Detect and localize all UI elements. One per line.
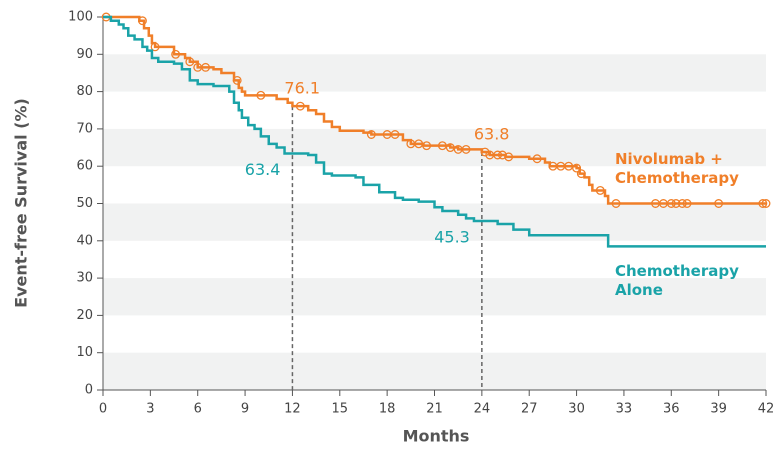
censor-mark <box>758 199 768 208</box>
annotation: 76.1 <box>284 79 320 98</box>
survival-line <box>103 15 766 248</box>
x-tick-label: 12 <box>284 402 301 417</box>
x-tick-label: 27 <box>521 402 538 417</box>
censor-mark <box>445 143 455 152</box>
censor-mark <box>576 169 586 179</box>
censor-mark <box>138 16 147 26</box>
y-axis-label: Event-free Survival (%) <box>12 98 31 308</box>
series-label: Chemotherapy Alone <box>615 262 739 299</box>
censor-mark <box>682 199 692 208</box>
y-tick-label: 60 <box>76 159 93 174</box>
x-tick-label: 30 <box>568 402 585 417</box>
censor-mark <box>504 152 514 162</box>
annotation: 63.4 <box>245 160 281 179</box>
series-label: Nivolumab + Chemotherapy <box>615 150 739 187</box>
y-tick-label: 20 <box>76 308 93 323</box>
y-tick-label: 40 <box>76 233 93 248</box>
x-tick-label: 42 <box>758 402 775 417</box>
y-tick-label: 50 <box>76 196 93 211</box>
x-tick-label: 3 <box>146 402 154 417</box>
band <box>103 54 766 92</box>
x-tick-label: 39 <box>710 402 727 417</box>
censor-mark <box>185 57 195 67</box>
x-tick-label: 36 <box>663 402 680 417</box>
censor-mark <box>390 130 400 139</box>
x-tick-label: 21 <box>426 402 443 417</box>
censor-mark <box>414 139 424 149</box>
band <box>103 352 766 390</box>
censor-mark <box>666 199 676 208</box>
censor-mark <box>437 141 447 151</box>
censor-mark <box>150 42 160 52</box>
x-tick-label: 6 <box>194 402 202 417</box>
y-tick-label: 80 <box>76 84 93 99</box>
band <box>103 128 766 167</box>
censor-mark <box>256 90 266 100</box>
censor-mark <box>461 144 471 154</box>
censor-mark <box>295 101 305 111</box>
band <box>103 278 766 316</box>
censor-mark <box>422 141 432 151</box>
censor-mark <box>671 199 681 208</box>
x-axis-label: Months <box>403 427 470 446</box>
censor-mark <box>497 150 507 160</box>
y-tick-label: 10 <box>76 345 93 360</box>
annotation: 63.8 <box>474 125 510 144</box>
annotation: 45.3 <box>434 228 470 247</box>
y-tick-label: 30 <box>76 271 93 286</box>
censor-mark <box>611 199 621 208</box>
censor-mark <box>532 154 542 164</box>
censor-mark <box>366 130 376 139</box>
y-tick-label: 70 <box>76 121 93 136</box>
y-tick-label: 90 <box>76 47 93 62</box>
censor-mark <box>232 75 242 85</box>
censor-mark <box>761 199 771 208</box>
censor-mark <box>171 49 181 59</box>
x-tick-label: 18 <box>379 402 396 417</box>
censor-mark <box>714 199 724 208</box>
band <box>103 203 766 241</box>
x-tick-label: 24 <box>474 402 491 417</box>
censor-mark <box>493 150 503 160</box>
censor-mark <box>201 62 211 72</box>
x-tick-label: 9 <box>241 402 249 417</box>
x-tick-label: 15 <box>332 402 349 417</box>
censor-mark <box>564 161 574 171</box>
y-tick-label: 100 <box>68 10 93 25</box>
y-tick-label: 0 <box>85 383 93 398</box>
censor-mark <box>480 147 490 157</box>
x-tick-label: 33 <box>616 402 633 417</box>
censor-mark <box>572 163 582 173</box>
x-tick-label: 0 <box>99 402 107 417</box>
censor-mark <box>677 199 687 208</box>
censor-mark <box>595 185 605 195</box>
